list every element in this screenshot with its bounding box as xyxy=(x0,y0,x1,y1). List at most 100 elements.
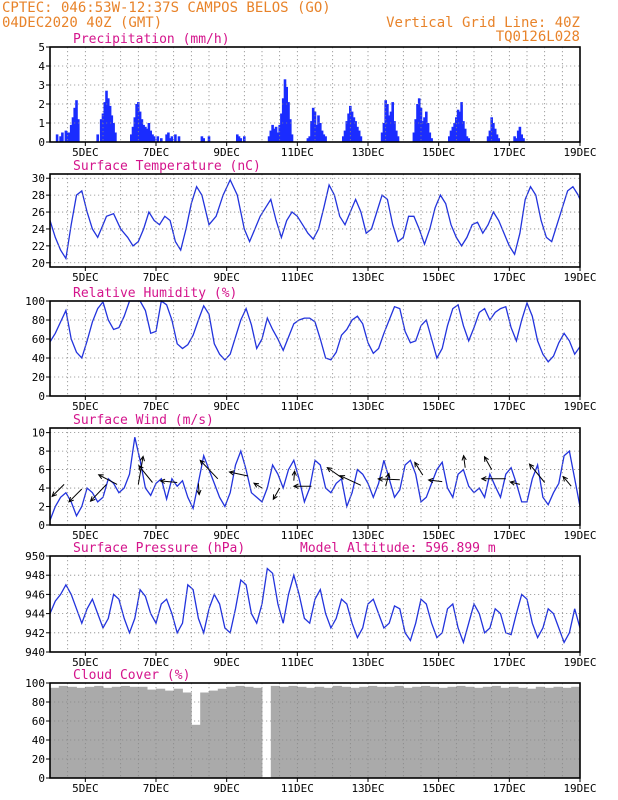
cloud-bar xyxy=(500,687,510,779)
cloud-bar xyxy=(129,686,139,778)
wind-vector xyxy=(480,476,506,482)
precip-bar xyxy=(308,136,311,142)
wind-vector xyxy=(199,459,219,480)
x-tick-label: 7DEC xyxy=(143,529,170,542)
panel-cloud: Cloud Cover (%) 0 20 40 60 80 100 5DEC 7DEC 9DEC 1… xyxy=(25,668,596,795)
x-tick-label: 15DEC xyxy=(422,271,455,284)
cloud-bar xyxy=(447,686,457,778)
wind-vector xyxy=(377,476,400,482)
precip-bar xyxy=(71,117,75,142)
x-tick-label: 11DEC xyxy=(281,656,314,669)
wind-vector xyxy=(385,472,391,487)
precip-bar xyxy=(287,102,290,142)
precip-bar xyxy=(103,102,107,142)
x-tick-label: 5DEC xyxy=(72,656,99,669)
wind-vector-head xyxy=(89,496,96,503)
precip-bar xyxy=(492,123,495,142)
wind-vector xyxy=(68,488,83,503)
cloud-bar xyxy=(103,687,113,779)
header-gridline: Vertical Grid Line: 40Z xyxy=(386,15,580,31)
cloud-bar xyxy=(571,686,581,778)
y-tick-label: 942 xyxy=(25,627,45,640)
precip-bar xyxy=(493,128,497,142)
precip-bar xyxy=(311,107,315,142)
precip-frame xyxy=(49,46,581,143)
precip-bar xyxy=(448,136,451,142)
wind-vector-shaft xyxy=(51,484,65,497)
precip-bar xyxy=(518,126,522,142)
wind-vector-shaft xyxy=(229,471,249,477)
precip-bar xyxy=(283,79,287,142)
x-tick-label: 13DEC xyxy=(351,782,384,795)
precip-bar xyxy=(414,119,417,142)
precip-bar xyxy=(236,134,239,142)
precip-bar xyxy=(417,98,421,142)
cloud-bar xyxy=(553,686,563,778)
cloud-bar xyxy=(544,687,554,779)
cloud-bar xyxy=(200,692,210,778)
precip-bar xyxy=(114,132,117,142)
precip-bar xyxy=(202,138,205,142)
precip-bar xyxy=(384,100,387,142)
cloud-bar xyxy=(111,686,121,778)
x-tick-label: 9DEC xyxy=(213,656,240,669)
x-tick-label: 5DEC xyxy=(72,146,99,159)
wind-vector xyxy=(159,478,178,484)
precip-bar xyxy=(425,111,428,142)
precip-bar xyxy=(276,132,280,142)
x-tick-label: 15DEC xyxy=(422,529,455,542)
cloud-bar xyxy=(385,686,395,778)
wind-vector-head xyxy=(138,464,144,471)
wind-vector-head xyxy=(253,482,260,488)
precip-bar xyxy=(130,134,133,142)
precip-bar xyxy=(269,130,273,142)
wind-vector-shaft xyxy=(68,488,83,503)
wind-vector xyxy=(427,477,443,484)
wind-vector-head xyxy=(339,475,346,480)
y-tick-label: 40 xyxy=(32,352,45,365)
y-tick-label: 80 xyxy=(32,314,45,327)
wind-vector xyxy=(509,480,521,486)
cloud-bar xyxy=(412,686,422,778)
y-tick-label: 20 xyxy=(32,371,45,384)
wind-vector-head xyxy=(97,474,104,480)
precip-bar xyxy=(322,134,326,142)
pres-title: Surface Pressure (hPa) xyxy=(73,541,245,556)
cloud-bar xyxy=(323,687,333,779)
cloud-bar xyxy=(429,686,439,778)
wind-vector-head xyxy=(385,472,391,479)
precip-bar xyxy=(273,128,276,142)
precip-bar xyxy=(350,111,354,142)
cloud-bar xyxy=(376,686,386,778)
precip-bar xyxy=(513,136,516,142)
precip-bar xyxy=(465,136,469,142)
wind-vector xyxy=(562,475,572,487)
wind-vector-shaft xyxy=(272,487,281,500)
temp-line xyxy=(49,178,581,261)
wind-vector-shaft xyxy=(137,456,144,485)
precip-bar xyxy=(419,107,423,142)
precip-bar xyxy=(144,126,147,142)
wind-vector-shaft xyxy=(90,484,107,502)
x-tick-label: 17DEC xyxy=(493,146,526,159)
x-tick-label: 13DEC xyxy=(351,400,384,413)
x-tick-label: 17DEC xyxy=(493,271,526,284)
cloud-bar xyxy=(270,685,280,778)
precip-bar xyxy=(170,136,174,142)
cloud-bar xyxy=(76,687,86,779)
wind-vector-head xyxy=(51,491,58,498)
wind-vector xyxy=(138,464,153,483)
panel-rh: Relative Humidity (%) 0 20 40 60 80 100 5DEC 7DE… xyxy=(25,286,596,413)
precip-bar xyxy=(426,123,430,142)
precip-bar xyxy=(393,121,396,142)
panel-wind: Surface Wind (m/s) 0 2 4 6 8 10 5DEC 7DEC 9DEC 11D… xyxy=(32,413,597,542)
precip-bar xyxy=(237,136,241,142)
precip-bar xyxy=(423,117,426,142)
precip-bar xyxy=(359,136,363,142)
precip-bar xyxy=(149,130,152,142)
precip-bar xyxy=(160,138,163,142)
precip-bar xyxy=(105,90,108,142)
precip-bar xyxy=(281,98,285,142)
precip-bar xyxy=(77,119,80,142)
precip-bar xyxy=(319,123,322,142)
